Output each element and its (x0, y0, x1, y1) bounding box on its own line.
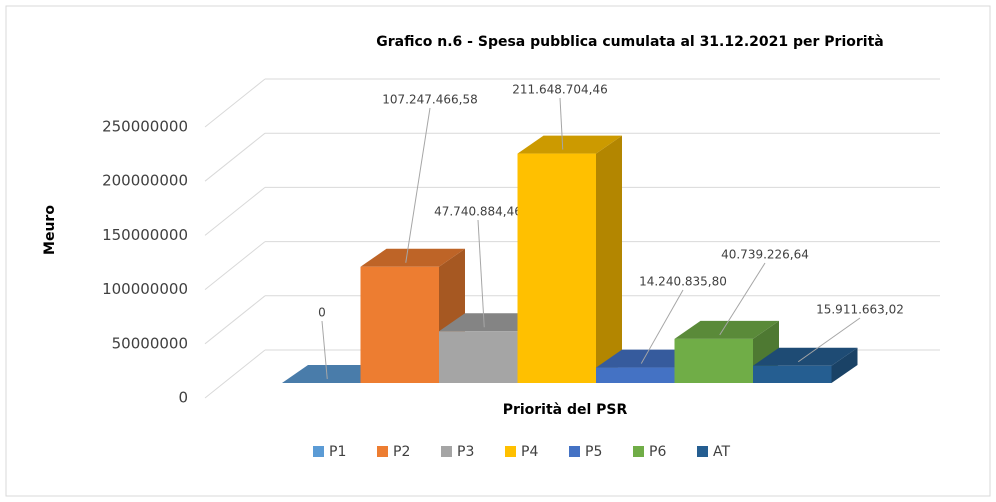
y-tick-label: 0 (178, 389, 188, 407)
value-label: 0 (318, 306, 326, 320)
bar-top (596, 349, 701, 368)
legend-swatch (633, 446, 644, 457)
grid-line (204, 349, 266, 399)
value-label: 47.740.884,46 (434, 205, 522, 219)
y-tick-label: 150000000 (102, 226, 188, 244)
value-label: 15.911.663,02 (816, 303, 904, 317)
chart-title: Grafico n.6 - Spesa pubblica cumulata al… (376, 34, 883, 50)
x-axis-label: Priorità del PSR (503, 402, 628, 418)
legend-swatch (697, 446, 708, 457)
bar (360, 266, 439, 383)
grid-line (204, 295, 266, 345)
value-label: 40.739.226,64 (721, 248, 809, 262)
chart-border (5, 5, 991, 497)
legend-label: P6 (649, 444, 666, 460)
bar (596, 367, 675, 383)
y-tick-label: 100000000 (102, 280, 188, 298)
legend-swatch (569, 446, 580, 457)
legend-label: AT (713, 444, 730, 460)
legend-swatch (505, 446, 516, 457)
bar (674, 338, 753, 383)
legend-swatch (441, 446, 452, 457)
bar-top (674, 320, 779, 339)
bar-side (831, 347, 858, 383)
grid-line (204, 241, 266, 290)
value-label: 14.240.835,80 (639, 275, 727, 289)
leader-line (640, 289, 684, 364)
bar-top (439, 313, 544, 332)
legend-label: P2 (393, 444, 410, 460)
grid-line (204, 78, 266, 128)
bar-top (517, 135, 622, 154)
value-label: 107.247.466,58 (382, 93, 477, 107)
legend-label: P4 (521, 444, 538, 460)
value-label: 211.648.704,46 (512, 83, 607, 97)
bar (517, 153, 596, 383)
y-tick-label: 50000000 (112, 334, 188, 352)
leader-line (321, 320, 328, 380)
bar (439, 331, 518, 383)
grid-line (204, 187, 266, 236)
bar-top (282, 365, 387, 383)
leader-line (559, 97, 564, 150)
bar-top (360, 248, 465, 267)
leader-line (719, 262, 766, 336)
legend-label: P3 (457, 444, 474, 460)
grid-line (204, 132, 266, 182)
y-axis-label: Meuro (42, 205, 58, 255)
leader-line (477, 219, 485, 328)
legend-label: P5 (585, 444, 602, 460)
y-tick-label: 250000000 (102, 118, 188, 136)
bar-side (596, 135, 622, 383)
leader-line (405, 107, 431, 263)
bar (753, 365, 832, 383)
y-tick-label: 200000000 (102, 172, 188, 190)
legend-label: P1 (329, 444, 346, 460)
leader-line (797, 317, 861, 363)
legend-swatch (377, 446, 388, 457)
legend-swatch (313, 446, 324, 457)
